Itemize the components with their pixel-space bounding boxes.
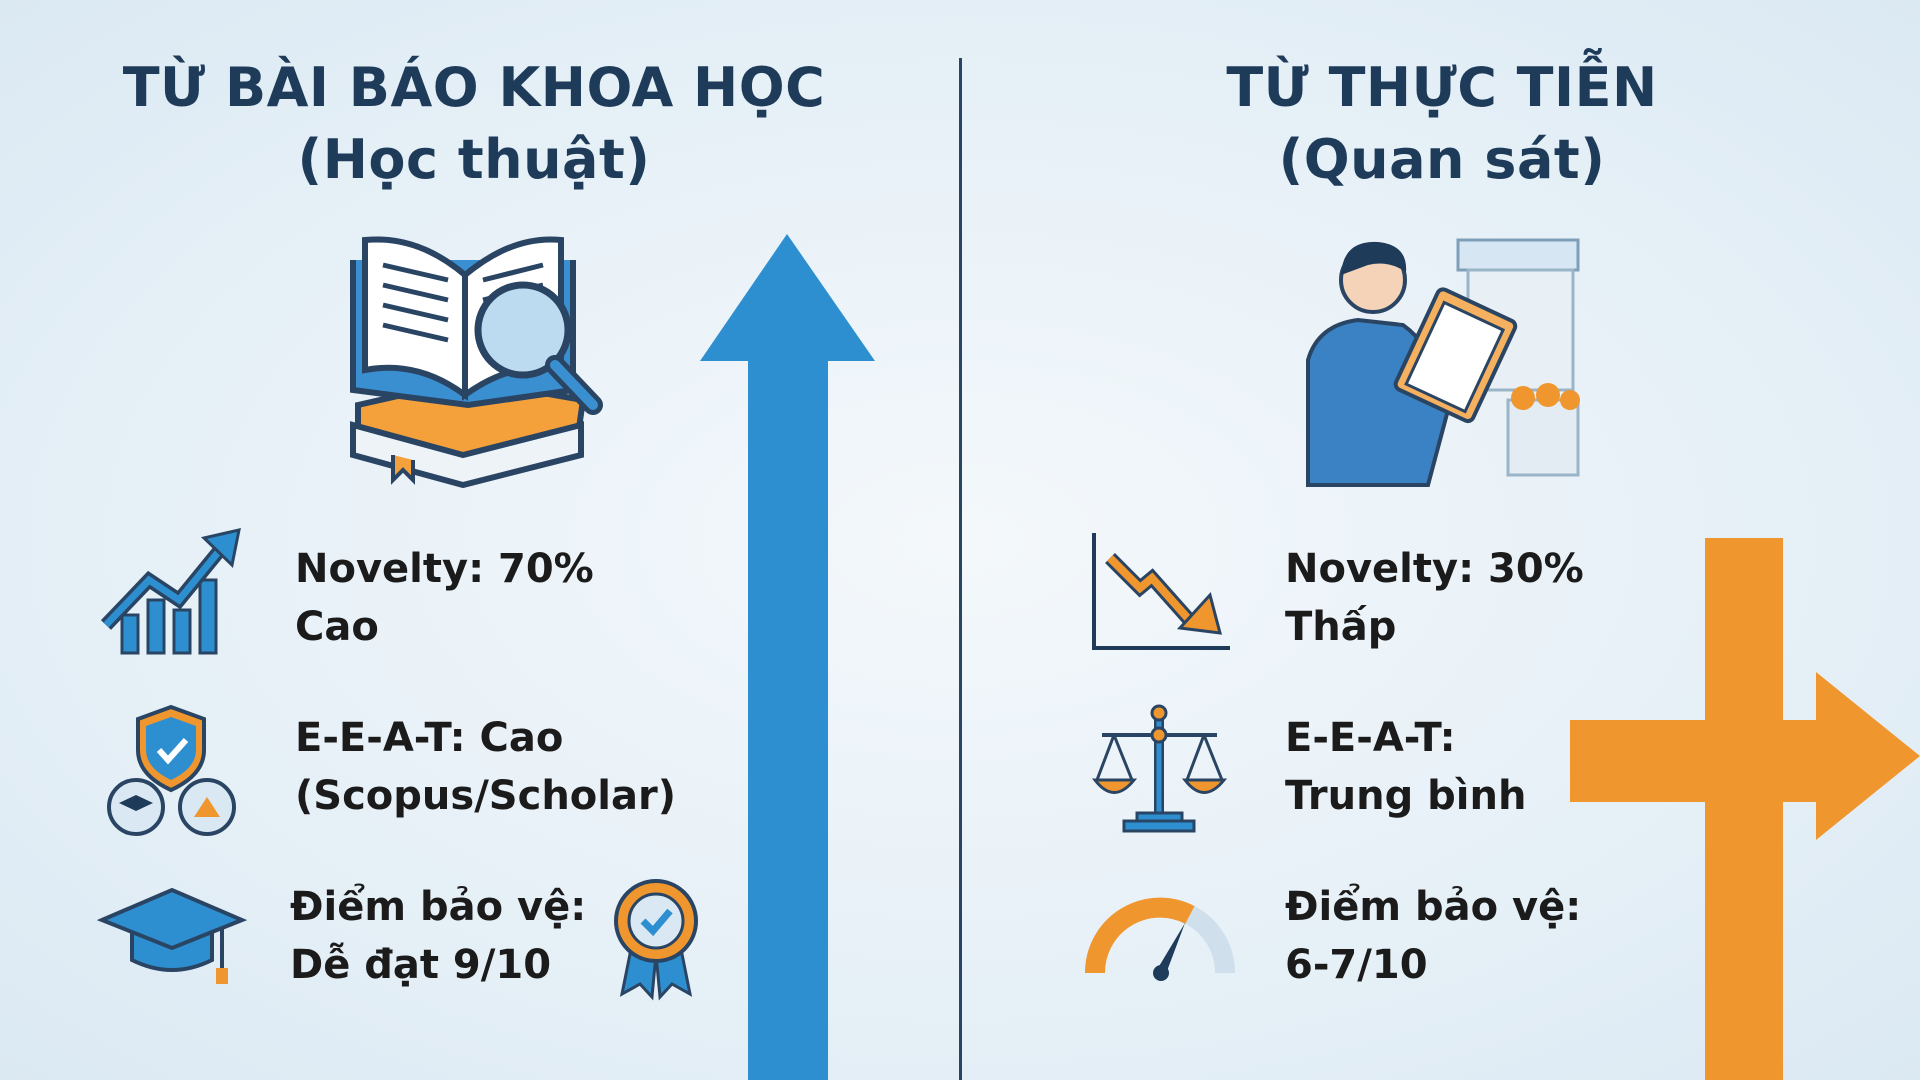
open-book-magnifier-icon [350, 236, 603, 489]
shield-check-icon [107, 704, 236, 836]
right-eeat-level: Trung bình [1285, 773, 1527, 819]
trending-up-chart-icon [100, 528, 241, 655]
right-title-sub: (Quan sát) [1278, 128, 1606, 191]
left-score-value: Dễ đạt 9/10 [290, 942, 552, 988]
right-novelty-value: Novelty: 30% [1285, 546, 1584, 592]
left-row-eeat: E-E-A-T: Cao (Scopus/Scholar) [295, 709, 676, 825]
person-clipboard-market-icon [1306, 238, 1580, 487]
award-badge-icon [614, 879, 698, 1001]
left-novelty-value: Novelty: 70% [295, 546, 594, 592]
left-row-novelty: Novelty: 70% Cao [295, 540, 594, 656]
right-row-novelty: Novelty: 30% Thấp [1285, 540, 1584, 656]
left-eeat-value: E-E-A-T: Cao [295, 715, 564, 761]
center-divider [959, 58, 962, 1080]
right-score-label: Điểm bảo vệ: [1285, 884, 1582, 930]
right-score-value: 6-7/10 [1285, 942, 1428, 988]
right-title: TỪ THỰC TIỄN (Quan sát) [992, 52, 1892, 196]
right-row-eeat: E-E-A-T: Trung bình [1285, 709, 1526, 825]
left-score-label: Điểm bảo vệ: [290, 884, 587, 930]
left-novelty-level: Cao [295, 604, 379, 650]
left-row-score: Điểm bảo vệ: Dễ đạt 9/10 [290, 878, 586, 994]
trending-down-chart-icon [1092, 533, 1230, 650]
left-title: TỪ BÀI BÁO KHOA HỌC (Học thuật) [24, 52, 924, 196]
left-title-main: TỪ BÀI BÁO KHOA HỌC [122, 56, 826, 119]
right-title-main: TỪ THỰC TIỄN [1226, 56, 1658, 119]
gauge-icon [1084, 897, 1236, 981]
right-novelty-level: Thấp [1285, 604, 1397, 650]
balance-scale-icon [1091, 704, 1228, 833]
left-title-sub: (Học thuật) [297, 128, 651, 191]
left-eeat-source: (Scopus/Scholar) [295, 773, 676, 819]
graduation-cap-icon [96, 887, 248, 984]
up-arrow [700, 234, 875, 1080]
right-row-score: Điểm bảo vệ: 6-7/10 [1285, 878, 1581, 994]
turn-right-arrow [1570, 538, 1920, 1080]
right-eeat-value: E-E-A-T: [1285, 715, 1456, 761]
